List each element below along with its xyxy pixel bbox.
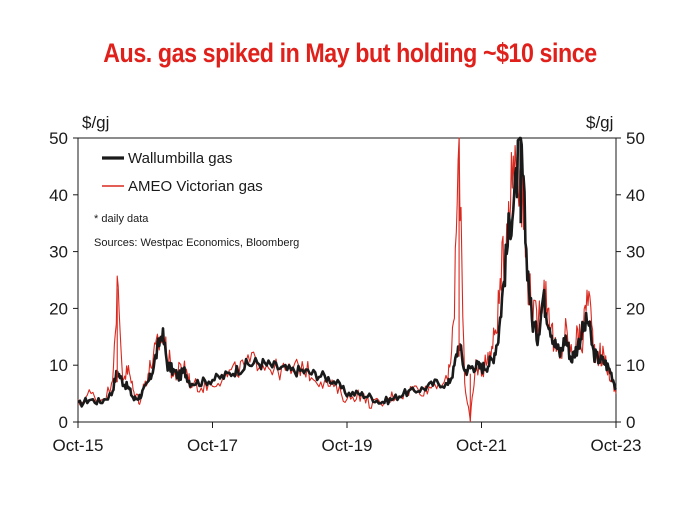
right-y-ticks: 0 10 20 30 40 50 bbox=[616, 129, 645, 432]
x-ticks: Oct-15 Oct-17 Oct-19 Oct-21 Oct-23 bbox=[52, 422, 642, 455]
note-daily-data: * daily data bbox=[94, 213, 149, 225]
left-y-tick-label: 50 bbox=[49, 129, 68, 148]
left-y-tick-label: 10 bbox=[49, 356, 68, 375]
legend: Wallumbilla gas AMEO Victorian gas bbox=[102, 150, 263, 195]
right-y-tick-label: 20 bbox=[626, 299, 645, 318]
left-y-tick-label: 20 bbox=[49, 299, 68, 318]
right-y-tick-label: 40 bbox=[626, 186, 645, 205]
right-y-tick-label: 10 bbox=[626, 356, 645, 375]
x-tick-label: Oct-17 bbox=[187, 436, 238, 455]
legend-label-wallumbilla: Wallumbilla gas bbox=[128, 150, 232, 167]
right-axis-unit: $/gj bbox=[586, 113, 613, 132]
left-y-tick-label: 40 bbox=[49, 186, 68, 205]
left-y-tick-label: 0 bbox=[59, 413, 68, 432]
legend-label-ameo: AMEO Victorian gas bbox=[128, 178, 263, 195]
series-line-wallumbilla-gas bbox=[77, 136, 617, 408]
chart-title: Aus. gas spiked in May but holding ~$10 … bbox=[103, 38, 597, 68]
left-y-tick-label: 30 bbox=[49, 243, 68, 262]
series-layer bbox=[77, 136, 617, 422]
x-tick-label: Oct-23 bbox=[590, 436, 641, 455]
note-sources: Sources: Westpac Economics, Bloomberg bbox=[94, 237, 299, 249]
x-tick-label: Oct-15 bbox=[52, 436, 103, 455]
x-tick-label: Oct-21 bbox=[456, 436, 507, 455]
right-y-tick-label: 30 bbox=[626, 243, 645, 262]
left-axis-unit: $/gj bbox=[82, 113, 109, 132]
left-y-ticks: 0 10 20 30 40 50 bbox=[49, 129, 78, 432]
right-y-tick-label: 0 bbox=[626, 413, 635, 432]
right-y-tick-label: 50 bbox=[626, 129, 645, 148]
x-tick-label: Oct-19 bbox=[321, 436, 372, 455]
